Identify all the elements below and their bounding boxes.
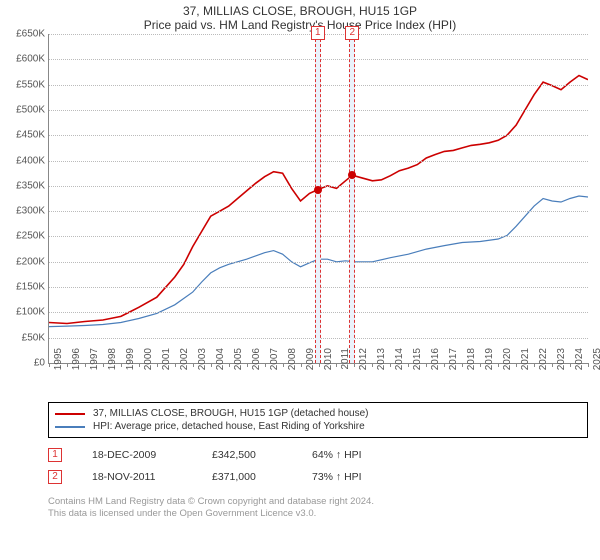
page-subtitle: Price paid vs. HM Land Registry's House …	[0, 18, 600, 34]
legend-label-addr: 37, MILLIAS CLOSE, BROUGH, HU15 1GP (det…	[93, 408, 369, 419]
event-price: £342,500	[212, 449, 282, 461]
legend-swatch-addr	[55, 413, 85, 415]
x-axis-label: 2003	[193, 348, 208, 378]
y-axis-label: £500K	[16, 104, 49, 115]
x-axis-label: 2007	[265, 348, 280, 378]
x-axis-label: 1998	[103, 348, 118, 378]
y-axis-label: £300K	[16, 206, 49, 217]
x-axis-label: 2009	[301, 348, 316, 378]
event-pct: 73% ↑ HPI	[312, 471, 362, 483]
x-axis-label: 1995	[49, 348, 64, 378]
event-date: 18-DEC-2009	[92, 449, 182, 461]
event-date: 18-NOV-2011	[92, 471, 182, 483]
price-chart: £0£50K£100K£150K£200K£250K£300K£350K£400…	[48, 34, 588, 394]
x-axis-label: 2021	[516, 348, 531, 378]
legend: 37, MILLIAS CLOSE, BROUGH, HU15 1GP (det…	[48, 402, 588, 438]
x-axis-label: 2020	[498, 348, 513, 378]
y-axis-label: £100K	[16, 307, 49, 318]
x-axis-label: 2019	[480, 348, 495, 378]
x-axis-label: 2000	[139, 348, 154, 378]
x-axis-label: 2013	[372, 348, 387, 378]
y-axis-label: £0	[34, 358, 49, 369]
y-axis-label: £200K	[16, 256, 49, 267]
event-band	[315, 34, 321, 363]
event-price: £371,000	[212, 471, 282, 483]
legend-item-addr: 37, MILLIAS CLOSE, BROUGH, HU15 1GP (det…	[55, 407, 581, 420]
event-marker-icon: 1	[48, 448, 62, 462]
x-axis-label: 2012	[354, 348, 369, 378]
y-axis-label: £150K	[16, 282, 49, 293]
x-axis-label: 1996	[67, 348, 82, 378]
footer-line: Contains HM Land Registry data © Crown c…	[48, 496, 588, 508]
x-axis-label: 2005	[229, 348, 244, 378]
legend-swatch-hpi	[55, 426, 85, 428]
y-axis-label: £350K	[16, 180, 49, 191]
y-axis-label: £450K	[16, 130, 49, 141]
page-title: 37, MILLIAS CLOSE, BROUGH, HU15 1GP	[0, 0, 600, 18]
y-axis-label: £250K	[16, 231, 49, 242]
y-axis-label: £400K	[16, 155, 49, 166]
footer: Contains HM Land Registry data © Crown c…	[48, 496, 588, 521]
x-axis-label: 2025	[588, 348, 600, 378]
x-axis-label: 2022	[534, 348, 549, 378]
x-axis-label: 2018	[462, 348, 477, 378]
x-axis-label: 2001	[157, 348, 172, 378]
y-axis-label: £650K	[16, 29, 49, 40]
event-marker-icon: 1	[311, 26, 325, 40]
events-table: 1 18-DEC-2009 £342,500 64% ↑ HPI 2 18-NO…	[48, 444, 588, 488]
y-axis-label: £600K	[16, 54, 49, 65]
x-axis-label: 2023	[552, 348, 567, 378]
x-axis-label: 2017	[444, 348, 459, 378]
event-row: 1 18-DEC-2009 £342,500 64% ↑ HPI	[48, 444, 588, 466]
footer-line: This data is licensed under the Open Gov…	[48, 508, 588, 520]
event-band	[349, 34, 355, 363]
legend-label-hpi: HPI: Average price, detached house, East…	[93, 421, 365, 432]
event-row: 2 18-NOV-2011 £371,000 73% ↑ HPI	[48, 466, 588, 488]
x-axis-label: 1999	[121, 348, 136, 378]
x-axis-label: 2004	[211, 348, 226, 378]
sale-marker-icon	[348, 171, 356, 179]
x-axis-label: 2015	[408, 348, 423, 378]
x-axis-label: 2006	[247, 348, 262, 378]
x-axis-label: 2014	[390, 348, 405, 378]
event-marker-icon: 2	[345, 26, 359, 40]
x-axis-label: 1997	[85, 348, 100, 378]
x-axis-label: 2016	[426, 348, 441, 378]
x-axis-label: 2008	[283, 348, 298, 378]
sale-marker-icon	[314, 186, 322, 194]
event-pct: 64% ↑ HPI	[312, 449, 362, 461]
y-axis-label: £550K	[16, 79, 49, 90]
y-axis-label: £50K	[22, 332, 49, 343]
event-marker-icon: 2	[48, 470, 62, 484]
x-axis-label: 2024	[570, 348, 585, 378]
x-axis-label: 2002	[175, 348, 190, 378]
legend-item-hpi: HPI: Average price, detached house, East…	[55, 420, 581, 433]
